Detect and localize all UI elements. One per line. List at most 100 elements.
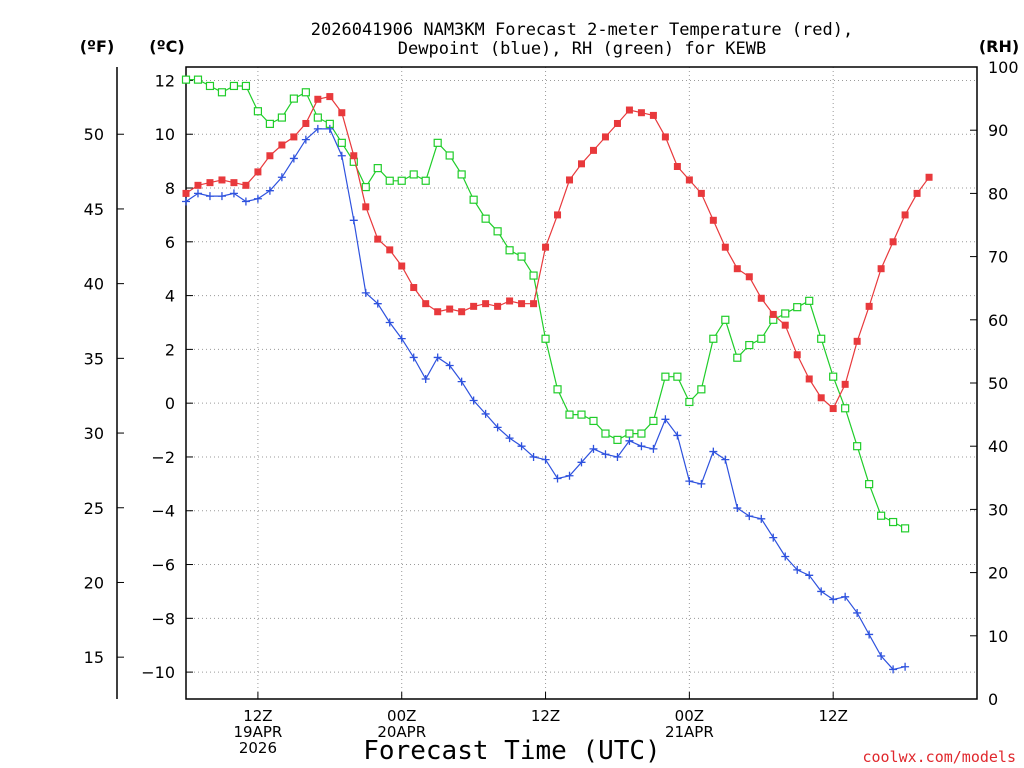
temperature-point <box>530 300 538 308</box>
temperature-point <box>625 106 633 114</box>
source-credit: coolwx.com/models <box>862 748 1016 766</box>
temperature-point <box>757 294 765 302</box>
temperature-point <box>661 133 669 141</box>
rh-point <box>193 75 203 84</box>
chart-title-line2: Dewpoint (blue), RH (green) for KEWB <box>398 39 766 59</box>
temperature-point <box>338 109 346 117</box>
temperature-point <box>290 133 298 141</box>
x-tick-label: 12Z <box>531 707 560 725</box>
temperature-point <box>470 302 478 310</box>
rh-tick-label: 40 <box>988 437 1008 456</box>
x-tick-label: 00Z <box>387 707 416 725</box>
dewpoint-point <box>553 474 562 483</box>
celsius-tick-label: 2 <box>165 340 175 359</box>
temperature-point <box>709 216 717 224</box>
dewpoint-point <box>397 334 406 343</box>
dewpoint-point <box>625 436 634 445</box>
rh-point <box>553 385 562 394</box>
x-tick-label: 2026 <box>239 739 277 757</box>
dewpoint-point <box>637 442 646 451</box>
celsius-tick-label: 4 <box>165 287 175 306</box>
celsius-tick-label: −2 <box>151 448 175 467</box>
dewpoint-point <box>229 189 238 198</box>
fahrenheit-axis-label: (ºF) <box>80 37 115 56</box>
temperature-point <box>613 119 621 127</box>
rh-tick-label: 80 <box>988 184 1008 203</box>
temperature-point <box>649 111 657 119</box>
rh-point <box>733 353 742 362</box>
temperature-point <box>206 179 214 187</box>
dewpoint-point <box>217 192 226 201</box>
temperature-point <box>458 308 466 316</box>
rh-point <box>565 410 574 419</box>
rh-point <box>181 75 191 84</box>
chart-title-line1: 2026041906 NAM3KM Forecast 2-meter Tempe… <box>311 20 853 40</box>
dewpoint-point <box>289 154 298 163</box>
temperature-point <box>182 189 190 197</box>
rh-point <box>361 182 370 192</box>
dewpoint-point <box>469 396 478 405</box>
temperature-point <box>601 133 609 141</box>
rh-point <box>721 315 730 324</box>
dewpoint-point <box>901 662 910 671</box>
rh-tick-label: 60 <box>988 311 1008 330</box>
temperature-point <box>350 152 358 160</box>
rh-point <box>277 113 286 122</box>
rh-point <box>841 404 850 413</box>
rh-point <box>853 442 862 451</box>
rh-axis-label: (RH) <box>979 37 1019 56</box>
rh-point <box>241 81 251 91</box>
temperature-point <box>578 160 585 168</box>
dewpoint-point <box>253 194 262 203</box>
temperature-point <box>218 176 226 184</box>
dewpoint-point <box>565 471 574 480</box>
temperature-point <box>410 284 418 292</box>
rh-tick-label: 30 <box>988 500 1008 519</box>
temperature-point <box>745 273 753 281</box>
dewpoint-point <box>577 458 586 467</box>
dewpoint-point <box>457 377 466 386</box>
dewpoint-point <box>361 288 370 297</box>
temperature-point <box>230 179 238 187</box>
dewpoint-point <box>433 353 442 362</box>
grid-lines <box>186 67 977 699</box>
temperature-point <box>506 297 514 305</box>
x-tick-label: 20APR <box>377 723 426 741</box>
celsius-tick-label: −6 <box>151 556 175 575</box>
x-tick-label: 12Z <box>243 707 272 725</box>
dewpoint-point <box>589 444 598 453</box>
rh-point <box>445 151 454 160</box>
rh-point <box>253 107 263 116</box>
dewpoint-point <box>193 189 202 198</box>
dewpoint-point <box>673 431 682 440</box>
temperature-point <box>853 337 861 345</box>
temperature-point <box>589 146 597 154</box>
rh-tick-label: 0 <box>988 690 998 709</box>
rh-point <box>265 119 274 128</box>
temperature-point <box>494 302 502 310</box>
dewpoint-point <box>445 361 454 370</box>
temperature-point <box>925 173 933 181</box>
rh-point <box>301 88 310 97</box>
dewpoint-point <box>817 587 826 596</box>
temperature-point <box>685 176 693 184</box>
celsius-tick-label: −10 <box>141 663 175 682</box>
x-tick-label: 12Z <box>818 707 847 725</box>
dewpoint-point <box>541 455 550 464</box>
rh-point <box>649 416 658 426</box>
dewpoint-point <box>182 197 190 206</box>
temperature-point <box>913 189 921 197</box>
temperature-point <box>721 243 729 251</box>
temperature-point <box>422 300 430 308</box>
rh-tick-label: 70 <box>988 248 1008 267</box>
fahrenheit-tick-label: 50 <box>84 125 104 144</box>
series-dewpoint <box>182 124 910 674</box>
dewpoint-point <box>697 479 706 488</box>
dewpoint-point <box>769 533 778 542</box>
temperature-point <box>278 141 286 149</box>
rh-point <box>505 246 514 255</box>
dewpoint-point <box>793 565 802 574</box>
rh-point <box>337 138 346 147</box>
rh-point <box>433 138 442 147</box>
rh-point <box>781 309 790 318</box>
